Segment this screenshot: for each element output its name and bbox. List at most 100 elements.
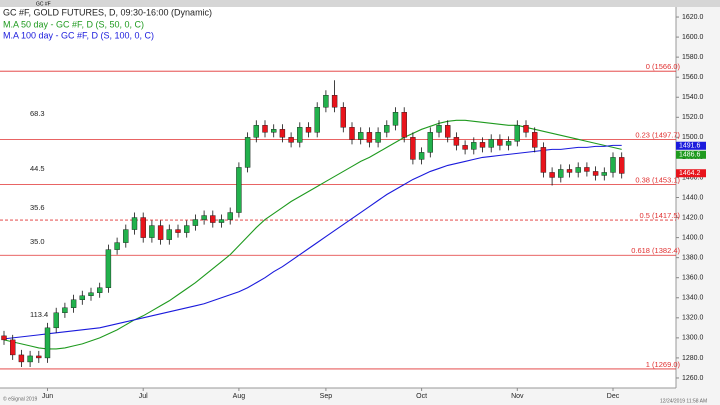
candle-body	[558, 169, 564, 178]
candle-body	[279, 129, 286, 138]
side-label: 35.6	[30, 203, 45, 212]
candle-body	[349, 127, 355, 140]
fib-label: 0.618 (1382.4)	[631, 246, 680, 255]
y-tick-label: 1360.0	[682, 275, 704, 282]
candle-body	[262, 125, 268, 133]
timestamp: 12/24/2019 11:58 AM	[660, 398, 707, 404]
copyright: © eSignal 2019	[3, 395, 37, 402]
candle-body	[244, 137, 251, 168]
y-tick-label: 1420.0	[682, 214, 704, 221]
x-tick-label: Nov	[511, 393, 524, 400]
fib-label: 0.5 (1417.5)	[640, 211, 681, 220]
y-tick-label: 1300.0	[682, 335, 704, 342]
candle-body	[471, 142, 477, 150]
candle-body	[375, 132, 381, 143]
candle-body	[358, 132, 364, 140]
candle-body	[123, 229, 129, 243]
candle-body	[149, 225, 155, 238]
toolbar-label: GC #F	[36, 1, 51, 7]
candle-body	[601, 172, 607, 176]
candle-body	[79, 295, 86, 300]
y-tick-label: 1580.0	[682, 54, 704, 61]
price-tag-label: 1464.2	[679, 170, 701, 177]
legend-entry: M.A 100 day - GC #F, D (S, 100, 0, C)	[3, 30, 154, 40]
candle-body	[453, 137, 460, 146]
price-tag	[676, 141, 706, 150]
candle-body	[392, 112, 399, 126]
side-label: 35.0	[30, 237, 45, 246]
price-tag-label: 1491.6	[679, 143, 701, 150]
candle-body	[192, 219, 199, 226]
candle-body	[227, 212, 233, 220]
candle-body	[427, 132, 433, 153]
x-tick-label: Jul	[139, 393, 148, 400]
candle-body	[619, 157, 625, 174]
x-tick-label: Sep	[320, 393, 333, 400]
candle-body	[70, 299, 77, 308]
candle-body	[114, 242, 120, 250]
candle-body	[436, 125, 442, 133]
candle-body	[401, 112, 407, 138]
y-tick-label: 1540.0	[682, 94, 704, 101]
candle-body	[297, 127, 303, 143]
candle-body	[314, 107, 320, 133]
fib-label: 0.23 (1497.7)	[635, 131, 680, 140]
candle-body	[540, 147, 547, 173]
y-tick-label: 1500.0	[682, 134, 704, 141]
price-tag	[676, 150, 706, 159]
candle-body	[323, 95, 329, 108]
candle-body	[488, 139, 494, 148]
legend-entry: M.A 50 day - GC #F, D (S, 50, 0, C)	[3, 19, 144, 29]
candle-body	[96, 287, 103, 293]
candle-body	[183, 225, 190, 233]
y-tick-label: 1400.0	[682, 234, 704, 241]
candle-body	[62, 307, 68, 314]
moving-average-line	[3, 119, 622, 350]
candle-body	[497, 139, 503, 146]
candle-body	[201, 215, 207, 220]
y-tick-label: 1600.0	[682, 34, 704, 41]
candle-body	[445, 125, 451, 138]
candle-body	[610, 157, 616, 173]
candle-body	[166, 229, 173, 240]
price-tag	[676, 169, 706, 178]
candle-body	[532, 132, 538, 148]
candle-body	[462, 145, 468, 150]
x-tick-label: Oct	[416, 393, 427, 400]
price-axis-panel	[676, 7, 720, 388]
candle-body	[366, 132, 373, 143]
y-tick-label: 1440.0	[682, 194, 704, 201]
candle-body	[9, 339, 16, 356]
y-tick-label: 1620.0	[682, 14, 704, 21]
candle-body	[157, 225, 164, 240]
x-tick-label: Dec	[607, 393, 620, 400]
candle-body	[36, 355, 42, 359]
candle-body	[88, 292, 94, 296]
candle-body	[105, 249, 112, 288]
candle-body	[1, 335, 7, 341]
candle-body	[340, 107, 346, 128]
y-tick-label: 1340.0	[682, 295, 704, 302]
candle-body	[44, 327, 51, 359]
candle-body	[305, 127, 312, 133]
fib-label: 0.38 (1453.1)	[635, 175, 680, 184]
fib-label: 1 (1269.0)	[646, 360, 681, 369]
side-label: 44.5	[30, 164, 45, 173]
candle-body	[218, 219, 225, 223]
y-tick-label: 1460.0	[682, 174, 704, 181]
candle-body	[410, 137, 416, 160]
x-tick-label: Jun	[42, 393, 53, 400]
x-tick-label: Aug	[233, 393, 246, 400]
candle-body	[271, 129, 277, 133]
candle-body	[27, 355, 33, 363]
candle-body	[175, 229, 181, 233]
candle-body	[505, 141, 512, 146]
y-tick-label: 1320.0	[682, 315, 704, 322]
fib-label: 0 (1566.0)	[646, 62, 681, 71]
candle-body	[523, 125, 529, 133]
candle-body	[575, 167, 581, 173]
candle-body	[549, 172, 555, 178]
side-label: 113.4	[30, 310, 48, 319]
candle-body	[253, 125, 260, 138]
